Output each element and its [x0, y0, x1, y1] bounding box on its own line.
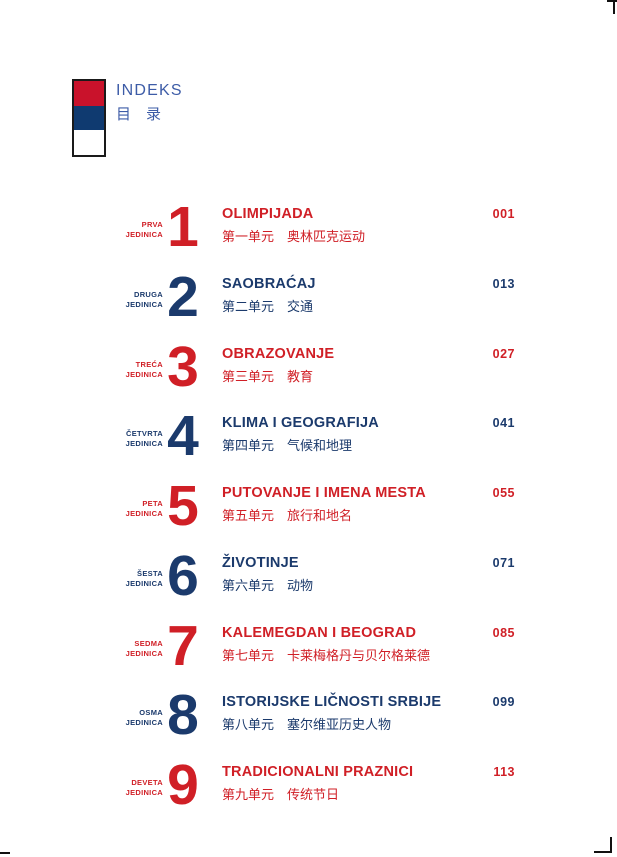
toc-entry: DRUGA JEDINICA 2 SAOBRAĆAJ 第二单元 交通 013 [0, 275, 617, 345]
toc-list: PRVA JEDINICA 1 OLIMPIJADA 第一单元 奥林匹克运动 0… [0, 205, 617, 833]
unit-subtitle-chinese: 第六单元 动物 [222, 575, 512, 594]
unit-label-line2: JEDINICA [0, 718, 163, 728]
unit-page-number: 085 [430, 626, 515, 640]
unit-number: 9 [158, 762, 208, 809]
serbian-tricolor-flag-icon [72, 79, 106, 157]
unit-label-line2: JEDINICA [0, 230, 163, 240]
toc-entry: TREĆA JEDINICA 3 OBRAZOVANJE 第三单元 教育 027 [0, 345, 617, 415]
unit-label-line2: JEDINICA [0, 370, 163, 380]
toc-entry: OSMA JEDINICA 8 ISTORIJSKE LIČNOSTI SRBI… [0, 693, 617, 763]
unit-number: 3 [158, 344, 208, 391]
unit-page-number: 055 [430, 486, 515, 500]
unit-subtitle-chinese: 第七单元 卡莱梅格丹与贝尔格莱德 [222, 645, 512, 664]
unit-page-number: 001 [430, 207, 515, 221]
unit-label-line1: OSMA [0, 708, 163, 718]
toc-entry: ŠESTA JEDINICA 6 ŽIVOTINJE 第六单元 动物 071 [0, 554, 617, 624]
unit-label-line1: ŠESTA [0, 569, 163, 579]
unit-label: OSMA JEDINICA [0, 708, 163, 728]
unit-label-line2: JEDINICA [0, 788, 163, 798]
unit-label: ŠESTA JEDINICA [0, 569, 163, 589]
page-title: INDEKS [116, 82, 183, 100]
unit-label: SEDMA JEDINICA [0, 639, 163, 659]
unit-page-number: 099 [430, 695, 515, 709]
unit-label-line1: DRUGA [0, 290, 163, 300]
toc-entry: SEDMA JEDINICA 7 KALEMEGDAN I BEOGRAD 第七… [0, 624, 617, 694]
unit-label: PETA JEDINICA [0, 499, 163, 519]
unit-subtitle-chinese: 第三单元 教育 [222, 366, 512, 385]
unit-label: TREĆA JEDINICA [0, 360, 163, 380]
unit-label: ČETVRTA JEDINICA [0, 429, 163, 449]
toc-entry: PRVA JEDINICA 1 OLIMPIJADA 第一单元 奥林匹克运动 0… [0, 205, 617, 275]
unit-page-number: 041 [430, 416, 515, 430]
unit-label-line1: SEDMA [0, 639, 163, 649]
unit-label: DEVETA JEDINICA [0, 778, 163, 798]
unit-page-number: 013 [430, 277, 515, 291]
unit-number: 4 [158, 413, 208, 460]
crop-mark-top-right-horizontal [607, 0, 617, 2]
unit-subtitle-chinese: 第九单元 传统节日 [222, 784, 512, 803]
unit-label-line2: JEDINICA [0, 509, 163, 519]
toc-entry: PETA JEDINICA 5 PUTOVANJE I IMENA MESTA … [0, 484, 617, 554]
unit-label-line1: PETA [0, 499, 163, 509]
unit-label-line1: ČETVRTA [0, 429, 163, 439]
unit-page-number: 027 [430, 347, 515, 361]
toc-entry: DEVETA JEDINICA 9 TRADICIONALNI PRAZNICI… [0, 763, 617, 833]
toc-entry: ČETVRTA JEDINICA 4 KLIMA I GEOGRAFIJA 第四… [0, 414, 617, 484]
unit-subtitle-chinese: 第一单元 奥林匹克运动 [222, 226, 512, 245]
unit-subtitle-chinese: 第八单元 塞尔维亚历史人物 [222, 714, 512, 733]
unit-label-line2: JEDINICA [0, 579, 163, 589]
unit-page-number: 071 [430, 556, 515, 570]
index-page: INDEKS 目 录 PRVA JEDINICA 1 OLIMPIJADA 第一… [0, 0, 617, 857]
unit-label-line1: TREĆA [0, 360, 163, 370]
unit-label: DRUGA JEDINICA [0, 290, 163, 310]
unit-number: 1 [158, 204, 208, 251]
unit-number: 6 [158, 553, 208, 600]
unit-label-line1: PRVA [0, 220, 163, 230]
unit-label-line2: JEDINICA [0, 649, 163, 659]
page-title-chinese: 目 录 [116, 103, 161, 124]
crop-mark-top-right-vertical [613, 0, 615, 14]
flag-stripe-blue [74, 106, 104, 131]
unit-page-number: 113 [430, 765, 515, 779]
unit-number: 7 [158, 623, 208, 670]
flag-stripe-white [74, 130, 104, 155]
unit-subtitle-chinese: 第五单元 旅行和地名 [222, 505, 512, 524]
flag-stripe-red [74, 81, 104, 106]
unit-label-line2: JEDINICA [0, 439, 163, 449]
unit-subtitle-chinese: 第二单元 交通 [222, 296, 512, 315]
crop-mark-bottom-left-horizontal [0, 852, 10, 854]
unit-label: PRVA JEDINICA [0, 220, 163, 240]
unit-label-line2: JEDINICA [0, 300, 163, 310]
unit-number: 2 [158, 274, 208, 321]
crop-mark-bottom-right-horizontal [594, 851, 612, 853]
unit-number: 5 [158, 483, 208, 530]
unit-subtitle-chinese: 第四单元 气候和地理 [222, 435, 512, 454]
unit-number: 8 [158, 692, 208, 739]
unit-label-line1: DEVETA [0, 778, 163, 788]
